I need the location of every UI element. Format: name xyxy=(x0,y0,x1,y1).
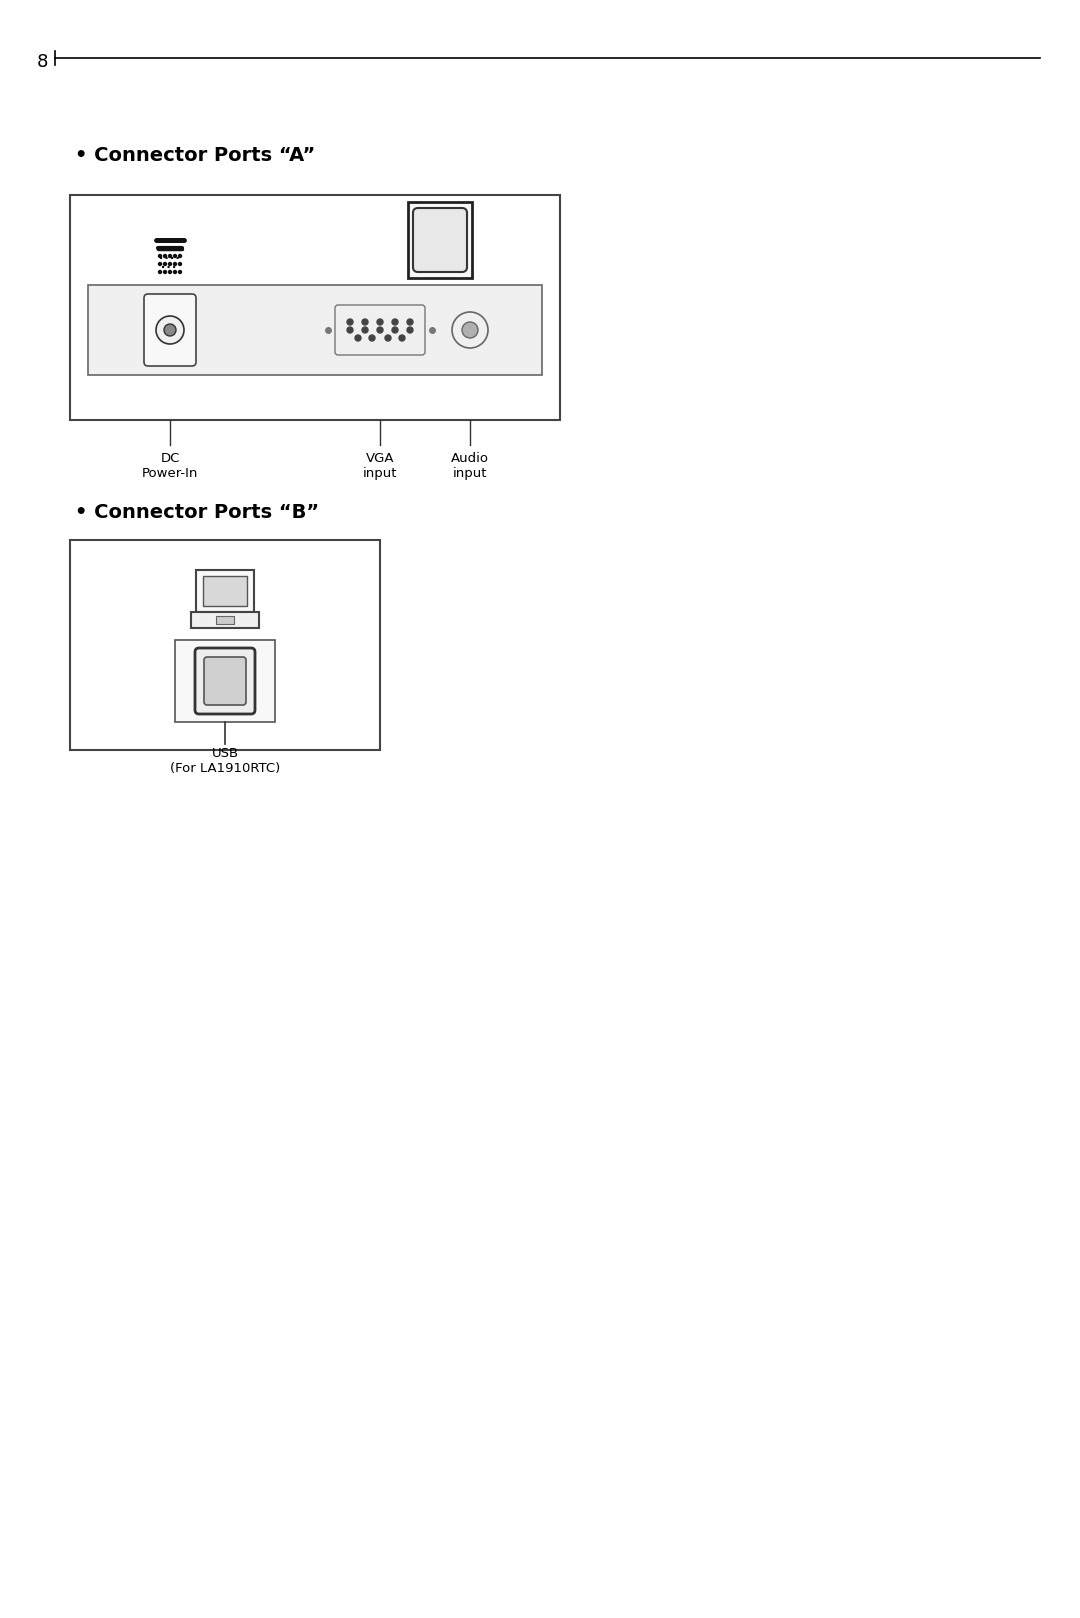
Circle shape xyxy=(159,254,162,257)
Circle shape xyxy=(174,270,176,273)
Text: USB
(For LA1910RTC): USB (For LA1910RTC) xyxy=(170,748,280,775)
Text: • Connector Ports “B”: • Connector Ports “B” xyxy=(75,503,319,523)
Circle shape xyxy=(347,327,353,333)
Text: 8: 8 xyxy=(37,53,48,71)
Circle shape xyxy=(462,322,478,338)
Text: DC
Power-In: DC Power-In xyxy=(141,451,199,481)
Bar xyxy=(216,616,234,625)
Circle shape xyxy=(163,254,166,257)
Circle shape xyxy=(362,319,368,325)
Circle shape xyxy=(178,262,181,265)
Text: VGA
input: VGA input xyxy=(363,451,397,481)
Bar xyxy=(191,612,259,628)
FancyBboxPatch shape xyxy=(413,209,467,272)
Circle shape xyxy=(174,262,176,265)
Circle shape xyxy=(377,327,383,333)
Circle shape xyxy=(399,335,405,341)
Circle shape xyxy=(362,327,368,333)
Circle shape xyxy=(156,316,184,345)
Circle shape xyxy=(163,262,166,265)
Circle shape xyxy=(407,319,413,325)
FancyBboxPatch shape xyxy=(335,306,426,354)
FancyBboxPatch shape xyxy=(144,294,195,366)
Circle shape xyxy=(384,335,391,341)
Circle shape xyxy=(174,254,176,257)
Bar xyxy=(408,202,472,278)
FancyBboxPatch shape xyxy=(204,657,246,705)
Circle shape xyxy=(163,270,166,273)
Bar xyxy=(70,196,561,421)
Circle shape xyxy=(369,335,375,341)
Circle shape xyxy=(347,319,353,325)
Bar xyxy=(203,576,247,607)
Circle shape xyxy=(392,319,399,325)
Bar xyxy=(70,540,380,751)
Circle shape xyxy=(392,327,399,333)
Circle shape xyxy=(159,270,162,273)
Circle shape xyxy=(377,319,383,325)
Bar xyxy=(175,641,275,722)
Circle shape xyxy=(178,270,181,273)
Circle shape xyxy=(407,327,413,333)
Circle shape xyxy=(159,262,162,265)
Text: Audio
input: Audio input xyxy=(451,451,489,481)
Circle shape xyxy=(168,262,172,265)
Circle shape xyxy=(355,335,361,341)
Circle shape xyxy=(178,254,181,257)
FancyBboxPatch shape xyxy=(195,647,255,714)
Circle shape xyxy=(168,270,172,273)
Bar xyxy=(195,570,254,612)
Circle shape xyxy=(168,254,172,257)
Circle shape xyxy=(164,324,176,337)
Circle shape xyxy=(453,312,488,348)
Bar xyxy=(87,285,542,375)
Text: • Connector Ports “A”: • Connector Ports “A” xyxy=(75,146,315,165)
